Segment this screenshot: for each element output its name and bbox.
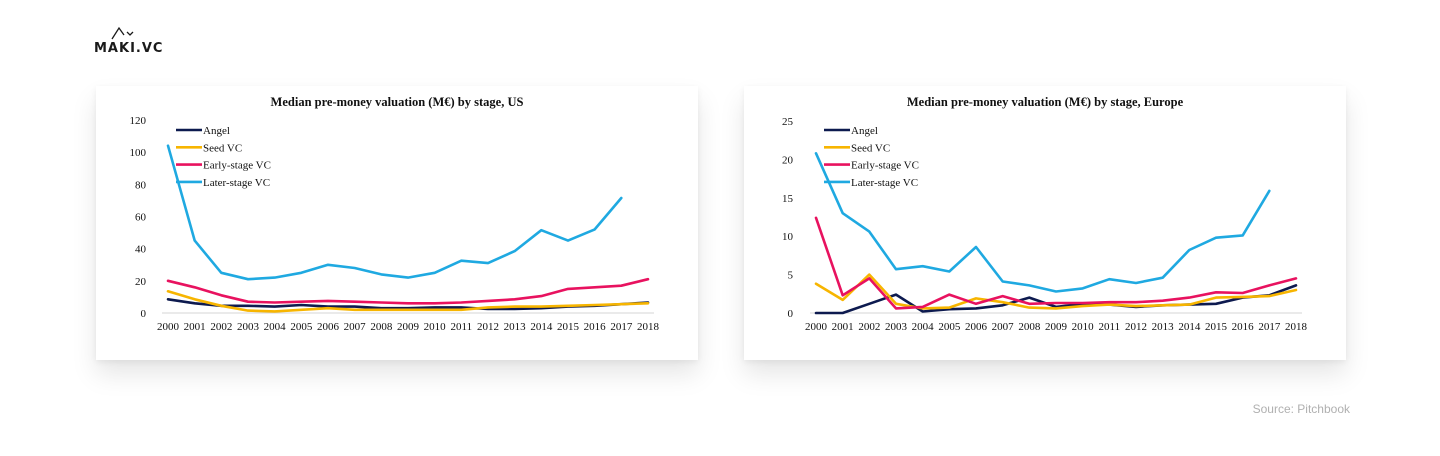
series-line-seed-vc	[814, 273, 1298, 310]
x-tick-label: 2012	[477, 321, 499, 333]
x-tick-label: 2007	[344, 321, 367, 333]
y-tick-label: 10	[782, 231, 794, 243]
us-chart-card: Median pre-money valuation (M€) by stage…	[96, 86, 698, 360]
series-line-angel	[814, 284, 1298, 315]
x-tick-label: 2015	[1205, 321, 1228, 333]
x-tick-label: 2004	[912, 321, 935, 333]
us-valuation-chart: Median pre-money valuation (M€) by stage…	[130, 95, 660, 333]
x-tick-label: 2014	[530, 321, 553, 333]
x-tick-label: 2004	[264, 321, 287, 333]
x-tick-label: 2015	[557, 321, 580, 333]
x-tick-label: 2010	[424, 321, 447, 333]
x-tick-label: 2003	[885, 321, 908, 333]
legend-label-early-stage-vc: Early-stage VC	[203, 160, 271, 172]
x-tick-label: 2006	[317, 321, 340, 333]
x-tick-label: 2018	[637, 321, 660, 333]
series-line-seed-vc	[166, 290, 650, 313]
x-tick-label: 2016	[1232, 321, 1255, 333]
y-tick-label: 20	[135, 276, 147, 288]
x-tick-label: 2013	[504, 321, 526, 333]
x-tick-label: 2001	[832, 321, 854, 333]
x-tick-label: 2012	[1125, 321, 1147, 333]
brand-name: MAKI.VC	[94, 41, 164, 56]
europe-valuation-chart: Median pre-money valuation (M€) by stage…	[782, 95, 1308, 333]
legend-label-angel: Angel	[851, 125, 878, 137]
y-tick-label: 100	[130, 147, 147, 159]
series-line-early-stage-vc	[814, 216, 1298, 310]
x-tick-label: 2008	[1018, 321, 1041, 333]
series-line-later-stage-vc	[814, 152, 1271, 293]
x-tick-label: 2016	[584, 321, 607, 333]
legend-label-later-stage-vc: Later-stage VC	[203, 177, 270, 189]
x-tick-label: 2005	[290, 321, 313, 333]
x-tick-label: 2013	[1152, 321, 1175, 333]
x-tick-label: 2000	[157, 321, 180, 333]
x-tick-label: 2011	[1099, 321, 1121, 333]
x-tick-label: 2014	[1178, 321, 1201, 333]
maki-logo-icon	[111, 26, 134, 40]
series-line-later-stage-vc	[166, 144, 623, 281]
y-tick-label: 60	[135, 212, 147, 224]
legend-label-angel: Angel	[203, 125, 230, 137]
x-tick-label: 2011	[451, 321, 473, 333]
legend-label-early-stage-vc: Early-stage VC	[851, 160, 919, 172]
y-tick-label: 25	[782, 116, 794, 128]
x-tick-label: 2007	[992, 321, 1015, 333]
x-tick-label: 2005	[938, 321, 961, 333]
y-tick-label: 15	[782, 193, 794, 205]
x-tick-label: 2017	[1258, 321, 1281, 333]
x-tick-label: 2017	[610, 321, 633, 333]
x-tick-label: 2008	[370, 321, 393, 333]
legend-label-later-stage-vc: Later-stage VC	[851, 177, 918, 189]
legend-label-seed-vc: Seed VC	[851, 142, 890, 154]
y-tick-label: 0	[788, 308, 794, 320]
europe-chart-card: Median pre-money valuation (M€) by stage…	[744, 86, 1346, 360]
chart-title: Median pre-money valuation (M€) by stage…	[271, 95, 524, 109]
x-tick-label: 2001	[184, 321, 206, 333]
chart-title: Median pre-money valuation (M€) by stage…	[907, 95, 1184, 109]
x-tick-label: 2006	[965, 321, 988, 333]
x-tick-label: 2002	[210, 321, 232, 333]
legend-label-seed-vc: Seed VC	[203, 142, 242, 154]
source-note: Source: Pitchbook	[1252, 402, 1350, 416]
x-tick-label: 2002	[858, 321, 880, 333]
series-line-early-stage-vc	[166, 277, 650, 305]
x-tick-label: 2000	[805, 321, 828, 333]
y-tick-label: 120	[130, 115, 147, 127]
brand-logo[interactable]: MAKI.VC	[94, 24, 174, 60]
x-tick-label: 2018	[1285, 321, 1308, 333]
y-tick-label: 80	[135, 179, 147, 191]
y-tick-label: 40	[135, 244, 147, 256]
y-tick-label: 5	[788, 270, 794, 282]
x-tick-label: 2010	[1072, 321, 1095, 333]
y-tick-label: 0	[141, 308, 147, 320]
x-tick-label: 2009	[1045, 321, 1068, 333]
x-tick-label: 2003	[237, 321, 260, 333]
y-tick-label: 20	[782, 154, 794, 166]
x-tick-label: 2009	[397, 321, 420, 333]
